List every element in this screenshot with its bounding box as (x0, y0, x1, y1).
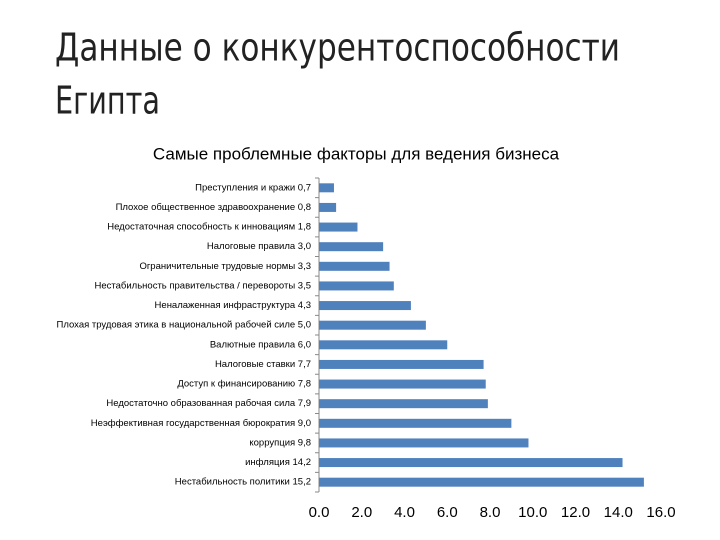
y-tick-label: Недостаточная способность к инновациям 1… (107, 222, 311, 233)
bar (319, 320, 426, 330)
x-tick-label: 8.0 (480, 504, 501, 521)
y-tick-label: Нестабильность политики 15,2 (175, 477, 311, 488)
y-tick-label: Неэффективная государственная бюрократия… (91, 418, 311, 429)
x-tick-label: 12.0 (561, 504, 590, 521)
x-tick-label: 14.0 (604, 504, 633, 521)
bar (319, 202, 337, 212)
x-tick-label: 0.0 (309, 504, 330, 521)
y-tick-label: Налоговые правила 3,0 (207, 241, 311, 252)
y-tick-label: Плохая трудовая этика в национальной раб… (57, 320, 311, 331)
y-tick-label: Неналаженная инфраструктура 4,3 (155, 300, 311, 311)
bar (319, 399, 488, 409)
y-tick-label: Ограничительные трудовые нормы 3,3 (139, 261, 311, 272)
slide-title-line: Египта (55, 79, 160, 123)
x-tick-label: 2.0 (351, 504, 372, 521)
bar (319, 242, 384, 252)
y-tick-label: Преступления и кражи 0,7 (195, 182, 311, 193)
bar (319, 222, 358, 232)
bar (319, 281, 394, 291)
y-tick-label: Налоговые ставки 7,7 (215, 359, 311, 370)
bar (319, 418, 512, 428)
bar (319, 477, 644, 487)
y-tick-label: Валютные правила 6,0 (210, 339, 311, 350)
y-tick-label: Плохое общественное здравоохранение 0,8 (116, 202, 311, 213)
bar (319, 359, 484, 369)
y-tick-label: Недостаточно образованная рабочая сила 7… (106, 398, 311, 409)
bar (319, 261, 390, 271)
bar (319, 340, 448, 350)
x-tick-label: 10.0 (518, 504, 547, 521)
x-tick-label: 16.0 (646, 504, 675, 521)
bar (319, 301, 411, 311)
y-tick-label: Доступ к финансированию 7,8 (177, 379, 311, 390)
bar (319, 379, 486, 389)
slide-title-line: Данные о конкурентоспособности (55, 26, 620, 70)
chart-title: Самые проблемные факторы для ведения биз… (153, 144, 560, 163)
x-tick-label: 4.0 (394, 504, 415, 521)
bar (319, 183, 334, 193)
y-tick-label: Нестабильность правительства / переворот… (95, 280, 312, 291)
bar (319, 438, 529, 448)
y-tick-label: инфляция 14,2 (245, 457, 311, 468)
x-tick-label: 6.0 (437, 504, 458, 521)
bar (319, 458, 623, 468)
y-tick-label: коррупция 9,8 (249, 437, 311, 448)
